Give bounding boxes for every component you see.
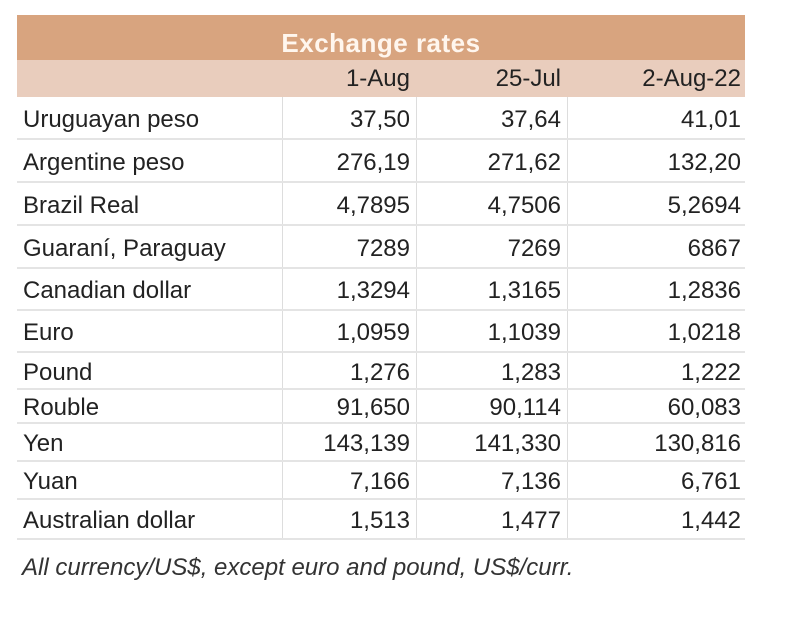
currency-name: Pound [23, 359, 93, 386]
rate-cell: 1,442 [567, 500, 745, 538]
rate-cell: 141,330 [416, 424, 567, 460]
table-row: Yuan 7,166 7,136 6,761 [17, 462, 745, 500]
rate-cell: 271,62 [416, 140, 567, 181]
rate-cell: 1,0218 [567, 311, 745, 351]
currency-name: Yuan [23, 468, 78, 495]
currency-name: Australian dollar [23, 507, 196, 534]
rate-cell: 132,20 [567, 140, 745, 181]
table-row: Guaraní, Paraguay 7289 7269 6867 [17, 226, 745, 269]
rate-cell: 1,283 [416, 353, 567, 388]
currency-name: Canadian dollar [23, 277, 192, 304]
table-row: Pound 1,276 1,283 1,222 [17, 353, 745, 390]
table-row: Canadian dollar 1,3294 1,3165 1,2836 [17, 269, 745, 311]
table-row: Uruguayan peso 37,50 37,64 41,01 [17, 97, 745, 140]
table-body: Uruguayan peso 37,50 37,64 41,01 Argentine p… [17, 97, 745, 540]
table-row: Rouble 91,650 90,114 60,083 [17, 390, 745, 424]
rate-cell: 1,0959 [282, 311, 416, 351]
rate-cell: 37,50 [282, 97, 416, 138]
table-row: Brazil Real 4,7895 4,7506 5,2694 [17, 183, 745, 226]
currency-name: Uruguayan peso [23, 106, 200, 133]
rate-cell: 1,3294 [282, 269, 416, 309]
header-cell [17, 60, 282, 97]
currency-name: Yen [23, 430, 64, 457]
rate-cell: 60,083 [567, 390, 745, 422]
rate-cell: 1,222 [567, 353, 745, 388]
rate-cell: 276,19 [282, 140, 416, 181]
rate-cell: 41,01 [567, 97, 745, 138]
currency-name: Euro [23, 319, 74, 346]
rate-cell: 1,276 [282, 353, 416, 388]
rate-cell: 91,650 [282, 390, 416, 422]
currency-name: Guaraní, Paraguay [23, 235, 226, 262]
rate-cell: 6867 [567, 226, 745, 267]
header-cell: 1-Aug [345, 65, 410, 92]
rate-cell: 4,7506 [416, 183, 567, 224]
rate-cell: 7269 [416, 226, 567, 267]
header-row: 1-Aug 25-Jul 2-Aug-22 [17, 60, 745, 97]
rate-cell: 1,3165 [416, 269, 567, 309]
rate-cell: 1,477 [416, 500, 567, 538]
currency-name: Rouble [23, 394, 100, 421]
rate-cell: 5,2694 [567, 183, 745, 224]
rate-cell: 90,114 [416, 390, 567, 422]
rate-cell: 7289 [282, 226, 416, 267]
currency-name: Argentine peso [23, 149, 185, 176]
table-row: Euro 1,0959 1,1039 1,0218 [17, 311, 745, 353]
rate-cell: 4,7895 [282, 183, 416, 224]
header-cell: 25-Jul [495, 65, 561, 92]
footnote: All currency/US$, except euro and pound,… [22, 554, 574, 581]
table-row: Australian dollar 1,513 1,477 1,442 [17, 500, 745, 540]
exchange-rates-table: Exchange rates 1-Aug 25-Jul 2-Aug-22 Uru… [17, 15, 745, 540]
rate-cell: 1,2836 [567, 269, 745, 309]
table-title: Exchange rates [17, 15, 745, 60]
table-row: Argentine peso 276,19 271,62 132,20 [17, 140, 745, 183]
rate-cell: 37,64 [416, 97, 567, 138]
currency-name: Brazil Real [23, 192, 140, 219]
header-cell: 2-Aug-22 [642, 65, 741, 92]
rate-cell: 1,1039 [416, 311, 567, 351]
rate-cell: 130,816 [567, 424, 745, 460]
table-row: Yen 143,139 141,330 130,816 [17, 424, 745, 462]
rate-cell: 7,136 [416, 462, 567, 498]
rate-cell: 1,513 [282, 500, 416, 538]
rate-cell: 143,139 [282, 424, 416, 460]
rate-cell: 7,166 [282, 462, 416, 498]
rate-cell: 6,761 [567, 462, 745, 498]
